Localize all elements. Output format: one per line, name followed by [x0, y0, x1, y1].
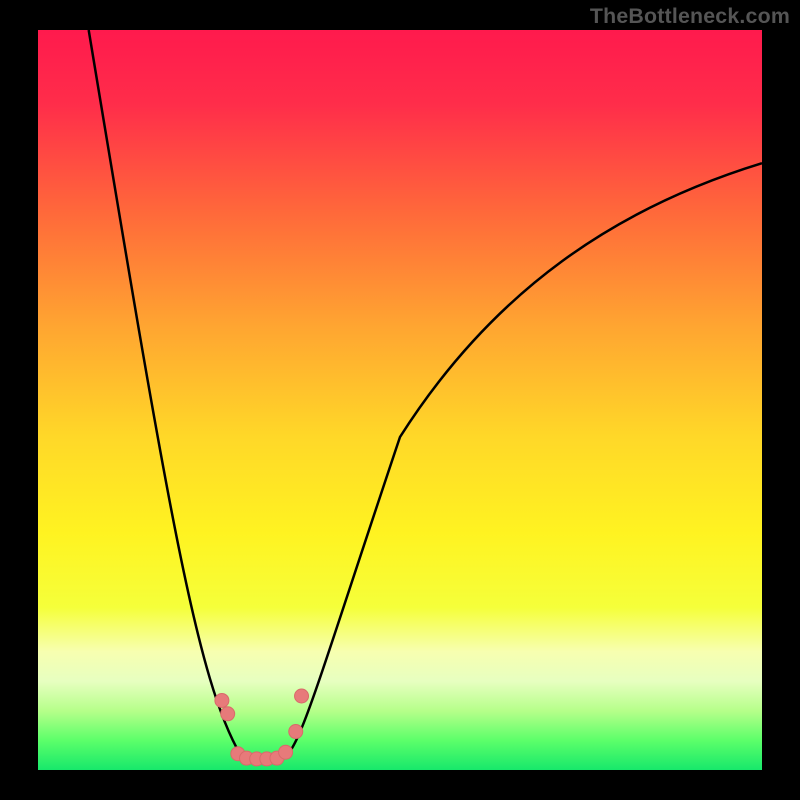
bottleneck-curve-chart: [38, 30, 762, 770]
valley-marker: [289, 725, 303, 739]
valley-marker: [295, 689, 309, 703]
canvas: TheBottleneck.com: [0, 0, 800, 800]
valley-marker: [279, 745, 293, 759]
left-curve: [89, 30, 256, 759]
watermark-text: TheBottleneck.com: [590, 4, 790, 29]
valley-marker: [215, 693, 229, 707]
valley-marker: [221, 707, 235, 721]
right-curve: [281, 163, 762, 759]
